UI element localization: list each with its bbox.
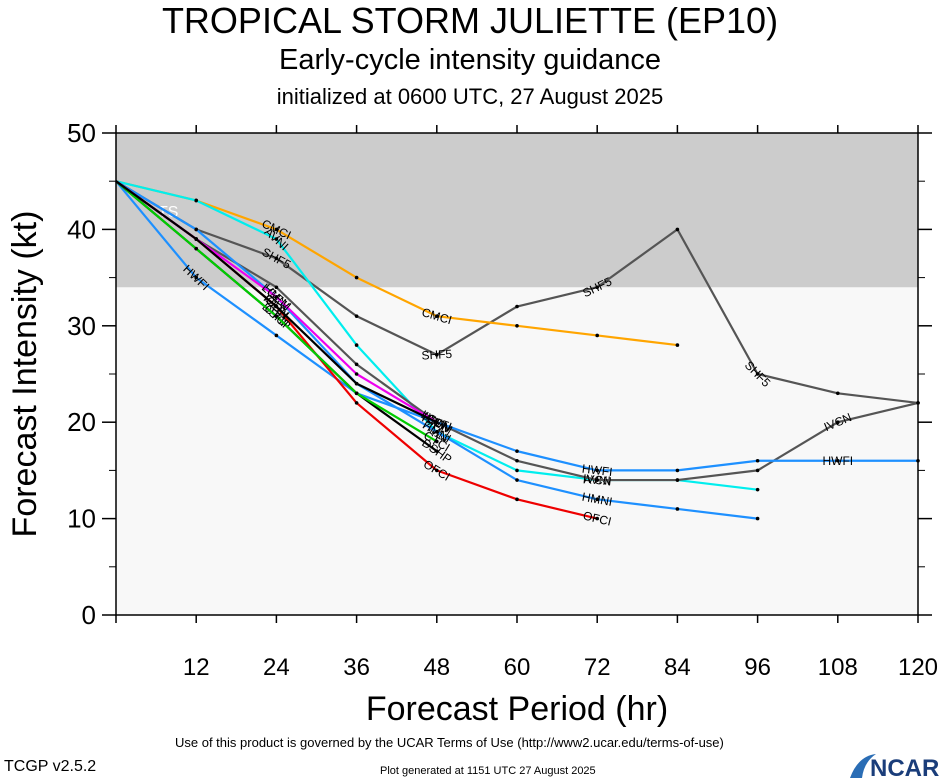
x-tick-label: 60 [504, 654, 531, 681]
x-tick-label: 96 [744, 654, 771, 681]
data-point [274, 333, 279, 338]
data-point [435, 468, 439, 473]
data-point [354, 372, 359, 376]
data-point [515, 304, 519, 309]
series-line [115, 180, 678, 347]
data-point [755, 458, 760, 463]
x-tick-label: 36 [343, 654, 370, 681]
data-point [675, 343, 680, 347]
series-label: HMNI [581, 490, 614, 509]
data-point [194, 227, 198, 232]
init-time-line: initialized at 0600 UTC, 27 August 2025 [276, 84, 664, 109]
data-point [435, 352, 439, 357]
y-tick-label: 30 [67, 311, 96, 341]
x-tick-label: 120 [898, 654, 938, 681]
x-tick-label: 48 [423, 654, 450, 681]
data-point [675, 507, 680, 511]
data-point [194, 246, 198, 251]
data-point [354, 314, 359, 318]
tick-layer: 12 24 36 48 60 72 84 96 108 120 0 10 20 30 40 50 [67, 118, 938, 681]
series-label: HWFI [581, 462, 613, 480]
x-tick-label: 108 [818, 654, 858, 681]
generated-timestamp: Plot generated at 1151 UTC 27 August 202… [380, 765, 596, 777]
data-point [836, 420, 840, 425]
plot-frame [115, 132, 919, 616]
y-tick-label: 10 [67, 504, 96, 534]
data-point [515, 478, 519, 482]
ncar-logo: NCAR [850, 754, 939, 780]
tropical-storm-band [116, 133, 918, 288]
data-point [515, 497, 519, 502]
data-point [675, 468, 680, 473]
data-point [354, 391, 359, 396]
data-point [274, 304, 279, 309]
data-point [755, 468, 760, 473]
data-point [755, 372, 760, 376]
data-point [354, 275, 359, 280]
data-point [194, 275, 198, 280]
data-point [836, 458, 840, 463]
data-point [515, 449, 519, 453]
terms-of-use-notice: Use of this product is governed by the U… [175, 735, 724, 750]
data-point [435, 439, 439, 444]
data-point [435, 420, 439, 425]
data-point [515, 458, 519, 463]
data-point [595, 468, 599, 473]
data-point [515, 468, 519, 473]
data-point [515, 324, 519, 328]
data-point [354, 362, 359, 367]
y-axis-label: Forecast Intensity (kt) [6, 211, 44, 538]
data-point [595, 516, 599, 521]
data-point [435, 314, 439, 318]
x-tick-label: 12 [183, 654, 210, 681]
data-point [595, 285, 599, 290]
series-layer: SHF5SHF5SHF5SHF5CMCICMCIAVNIAVNIAVNIIVCN… [115, 180, 920, 529]
data-point [435, 430, 439, 434]
data-point [675, 227, 680, 232]
version-label: TCGP v2.5.2 [4, 758, 97, 775]
series-label: IVCN [582, 471, 612, 488]
y-tick-label: 40 [67, 214, 96, 244]
series-label: SHF5 [421, 347, 453, 363]
ncar-swoosh-icon [850, 754, 876, 778]
x-axis-label: Forecast Period (hr) [366, 690, 668, 728]
data-point [354, 343, 359, 347]
x-tick-label: 24 [263, 654, 290, 681]
data-point [274, 237, 279, 241]
data-point [274, 295, 279, 299]
data-point [675, 478, 680, 482]
y-tick-label: 50 [67, 118, 96, 148]
data-point [435, 449, 439, 453]
x-tick-label: 72 [584, 654, 611, 681]
x-tick-label: 84 [664, 654, 691, 681]
y-tick-label: 0 [82, 600, 96, 630]
data-point [755, 516, 760, 521]
data-point [595, 497, 599, 502]
logo-text: NCAR [870, 755, 939, 780]
data-point [836, 391, 840, 396]
data-point [354, 401, 359, 405]
chart-subtitle: Early-cycle intensity guidance [278, 44, 661, 76]
data-point [194, 237, 198, 241]
chart-title: TROPICAL STORM JULIETTE (EP10) [161, 0, 779, 41]
data-point [274, 285, 279, 290]
data-point [595, 333, 599, 338]
data-point [194, 198, 198, 203]
data-point [274, 256, 279, 261]
data-point [274, 314, 279, 318]
series-label: OFCI [582, 508, 613, 528]
data-point [595, 478, 599, 482]
data-point [354, 381, 359, 386]
y-tick-label: 20 [67, 407, 96, 437]
series-label: HWFI [822, 454, 853, 468]
data-point [274, 227, 279, 232]
data-point [755, 487, 760, 492]
